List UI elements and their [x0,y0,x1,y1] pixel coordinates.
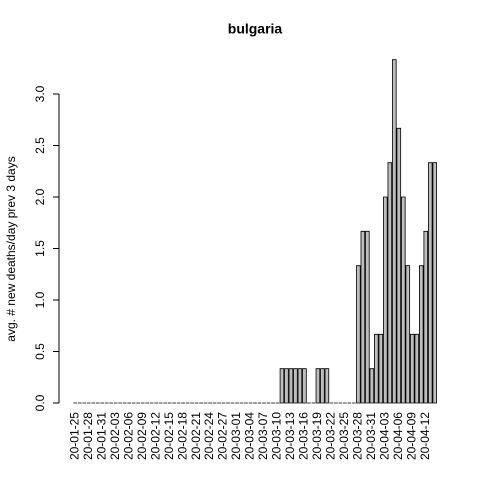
bar [293,368,298,404]
x-tick-label: 20-03-22 [324,412,338,460]
x-tick-label: 20-04-09 [404,412,418,460]
bar [320,368,325,404]
bar [383,196,388,404]
x-tick-label: 20-01-28 [81,412,95,460]
x-tick-label: 20-01-25 [67,412,81,460]
x-tick-label: 20-02-15 [162,412,176,460]
x-tick-label: 20-03-04 [243,412,257,460]
bar [387,162,393,404]
x-tick-label: 20-03-19 [310,412,324,460]
bar [297,368,303,404]
bar [279,368,285,404]
bar [302,368,307,404]
bar [324,368,330,404]
bar [392,59,397,404]
bar [288,368,294,404]
x-tick-label: 20-02-18 [175,412,189,460]
y-tick-label: 0.0 [33,394,47,411]
bar [401,196,406,404]
bar [284,368,289,404]
x-tick-label: 20-02-24 [202,412,216,460]
x-tick-label: 20-03-25 [337,412,351,460]
bar [360,230,366,404]
x-tick-label: 20-03-10 [270,412,284,460]
x-tick-label: 20-02-06 [121,412,135,460]
bar [356,265,361,404]
bar [396,127,402,404]
x-tick-label: 20-02-09 [135,412,149,460]
bar [414,333,420,404]
x-tick-label: 20-04-12 [418,412,432,460]
chart-title: bulgaria [228,21,283,37]
y-tick-label: 1.5 [33,240,47,257]
x-tick-label: 20-03-31 [364,412,378,460]
y-tick-label: 2.0 [33,188,47,205]
bar [405,265,411,404]
x-tick-label: 20-03-07 [256,412,270,460]
x-tick-label: 20-03-16 [297,412,311,460]
y-tick-label: 0.5 [33,343,47,360]
bar [374,333,379,404]
x-tick-label: 20-03-28 [351,412,365,460]
bar [365,230,370,404]
x-tick-label: 20-02-21 [189,412,203,460]
y-tick-label: 3.0 [33,85,47,102]
bar [423,230,429,404]
y-tick-label: 1.0 [33,291,47,308]
x-tick-label: 20-03-13 [283,412,297,460]
bar [315,368,321,404]
bar [378,333,384,404]
x-tick-label: 20-02-27 [216,412,230,460]
bar [419,265,424,404]
bar [410,333,415,404]
y-axis-label: avg. # new deaths/day prev 3 days [4,156,18,341]
bar [432,162,438,404]
bar [427,162,433,404]
x-tick-label: 20-04-06 [391,412,405,460]
x-tick-label: 20-02-12 [148,412,162,460]
x-tick-label: 20-01-31 [94,412,108,460]
y-tick-label: 2.5 [33,137,47,154]
x-tick-label: 20-02-03 [108,412,122,460]
x-tick-label: 20-04-03 [377,412,391,460]
x-tick-label: 20-03-01 [229,412,243,460]
bar [369,368,375,404]
